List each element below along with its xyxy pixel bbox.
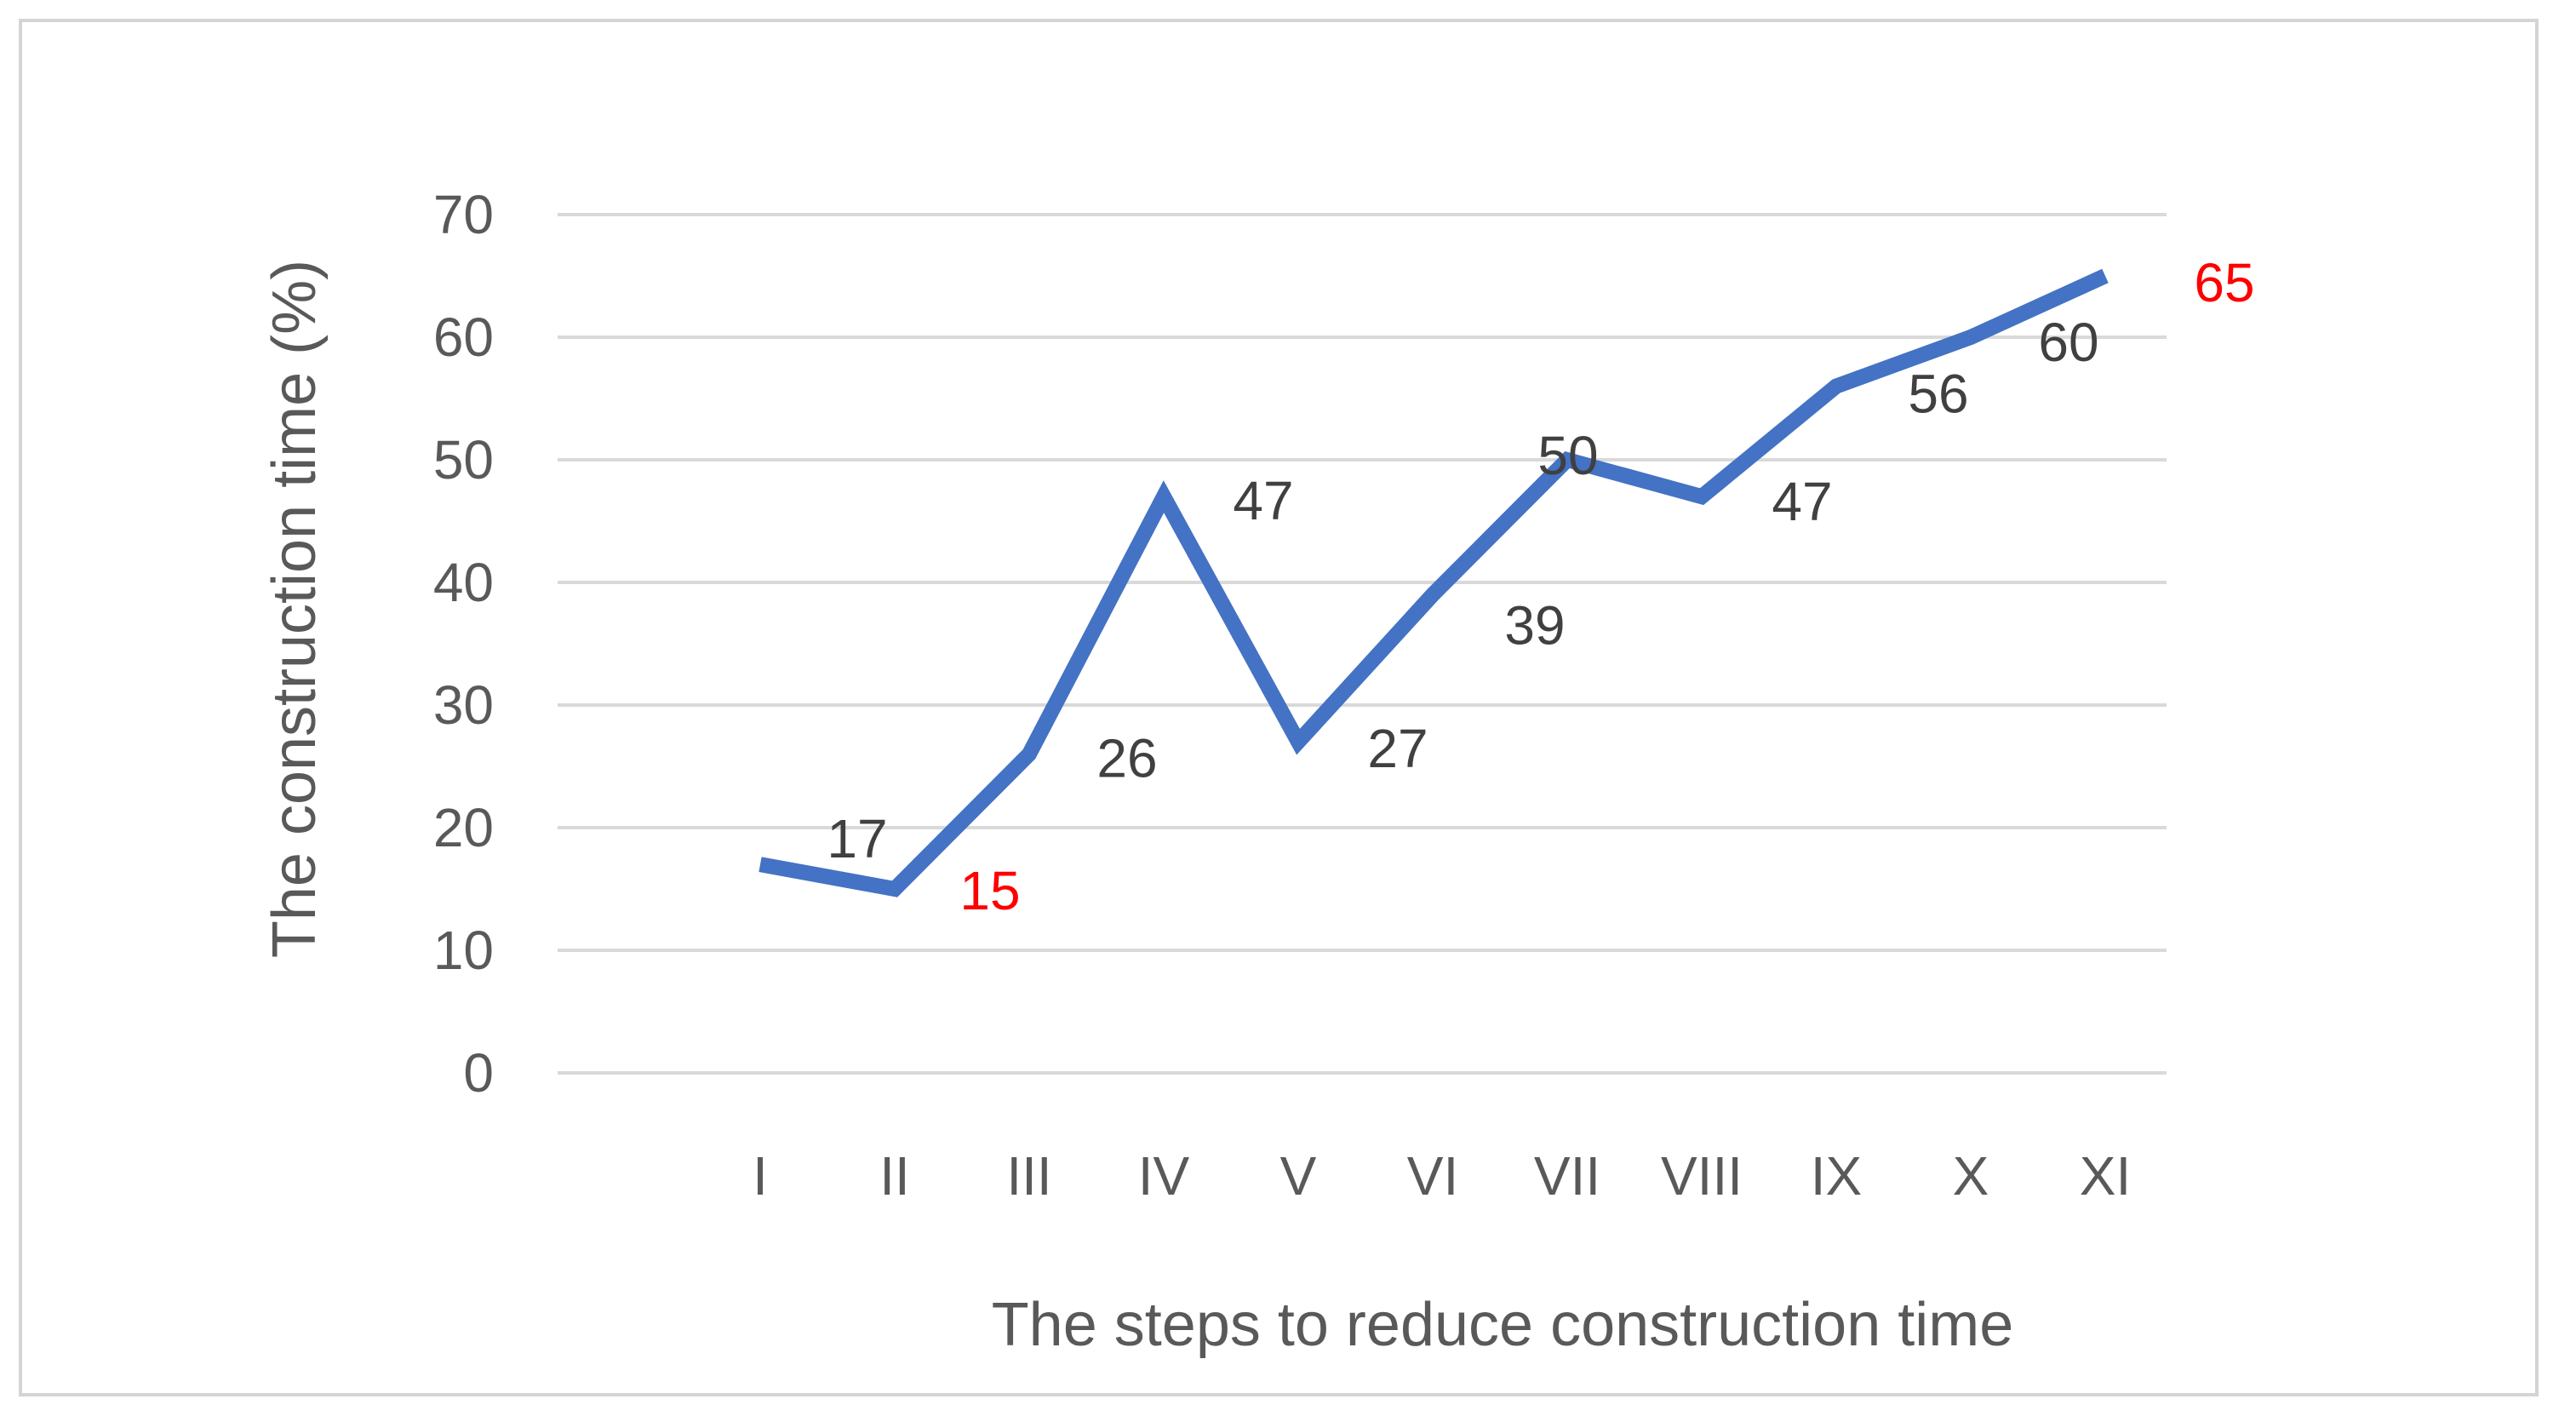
data-label-5: 39 xyxy=(1504,594,1565,656)
data-label-8: 56 xyxy=(1908,364,1968,425)
x-axis-ticks: I II III IV V VI VII VIII IX X XI xyxy=(753,1145,2131,1207)
data-label-2: 26 xyxy=(1096,728,1157,789)
y-tick-label-40: 40 xyxy=(433,552,494,613)
x-tick-label-II: II xyxy=(879,1145,910,1207)
x-tick-label-IV: IV xyxy=(1138,1145,1190,1207)
data-label-1: 15 xyxy=(959,860,1020,921)
gridlines xyxy=(558,213,2167,1075)
data-label-10: 65 xyxy=(2194,252,2254,313)
data-label-3: 47 xyxy=(1233,470,1293,531)
y-tick-label-20: 20 xyxy=(433,797,494,858)
series-line-0 xyxy=(758,268,2109,897)
y-tick-label-70: 70 xyxy=(433,184,494,245)
x-tick-label-XI: XI xyxy=(2080,1145,2131,1207)
y-axis-ticks: 0 10 20 30 40 50 60 70 xyxy=(433,184,494,1104)
data-label-9: 60 xyxy=(2038,312,2098,373)
x-tick-label-VII: VII xyxy=(1534,1145,1600,1207)
x-axis-title: The steps to reduce construction time xyxy=(992,1291,2014,1359)
data-label-7: 47 xyxy=(1772,471,1832,532)
x-tick-label-V: V xyxy=(1280,1145,1317,1207)
y-tick-label-10: 10 xyxy=(433,920,494,981)
y-tick-label-30: 30 xyxy=(433,674,494,736)
data-label-4: 27 xyxy=(1367,718,1428,779)
y-tick-label-0: 0 xyxy=(463,1042,494,1104)
series-lines xyxy=(758,268,2109,897)
x-tick-label-X: X xyxy=(1953,1145,1989,1207)
x-tick-label-VIII: VIII xyxy=(1661,1145,1743,1207)
y-axis-title: The construction time (%) xyxy=(260,260,329,958)
x-tick-label-VI: VI xyxy=(1407,1145,1458,1207)
y-tick-label-50: 50 xyxy=(433,429,494,490)
data-label-0: 17 xyxy=(827,808,887,869)
data-labels: 17 15 26 47 27 39 50 47 56 60 65 xyxy=(827,252,2254,921)
x-tick-label-I: I xyxy=(753,1145,768,1207)
x-tick-label-IX: IX xyxy=(1811,1145,1862,1207)
data-label-6: 50 xyxy=(1537,425,1598,486)
y-tick-label-60: 60 xyxy=(433,307,494,368)
x-tick-label-III: III xyxy=(1006,1145,1051,1207)
